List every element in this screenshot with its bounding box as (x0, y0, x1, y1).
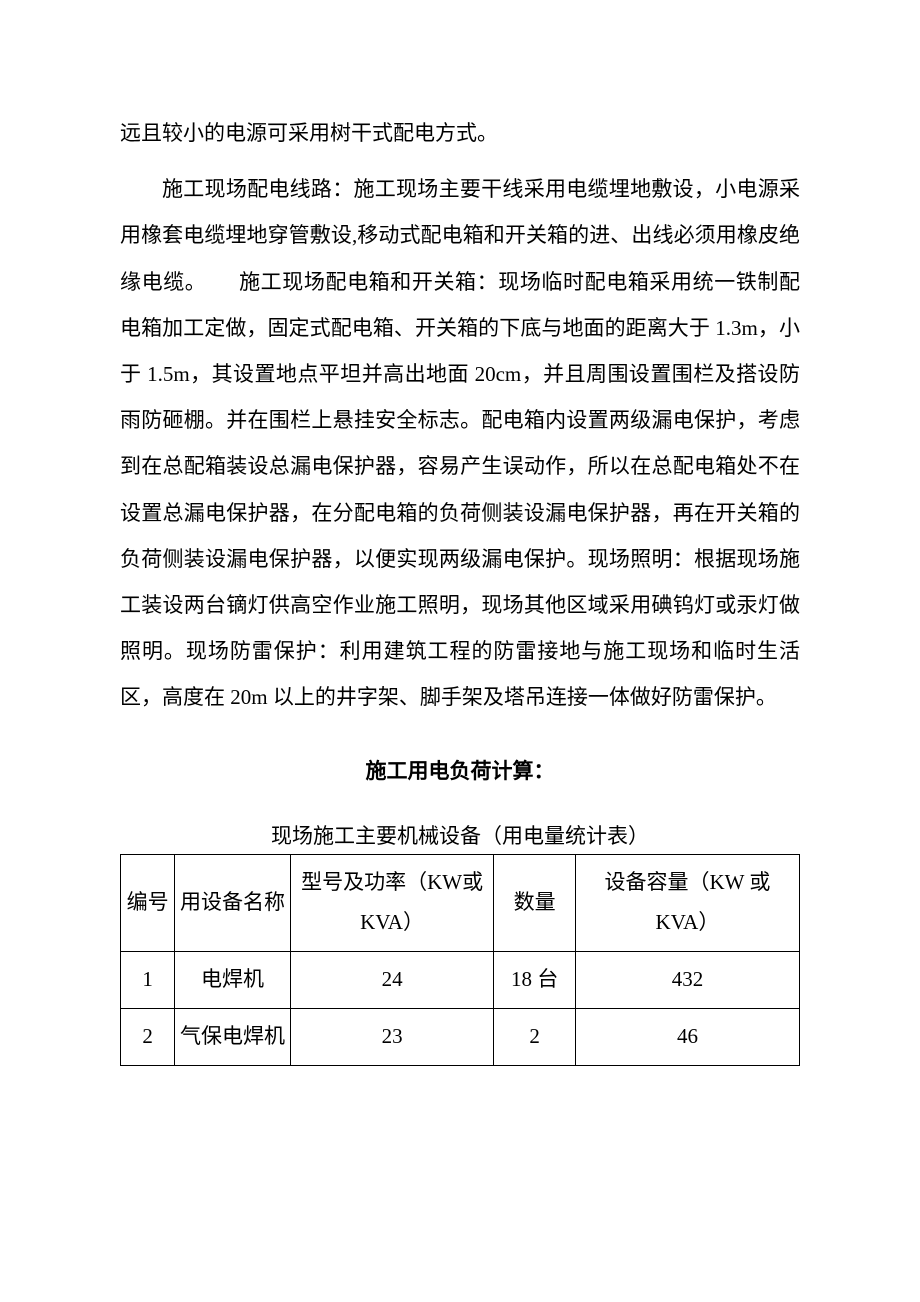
equipment-table: 编号 用设备名称 型号及功率（KW或 KVA） 数量 设备容量（KW 或KVA）… (120, 854, 800, 1066)
col-header-model: 型号及功率（KW或 KVA） (290, 855, 494, 952)
cell-capacity: 432 (575, 952, 799, 1009)
cell-qty: 2 (494, 1009, 575, 1066)
cell-capacity: 46 (575, 1009, 799, 1066)
cell-qty: 18 台 (494, 952, 575, 1009)
table-header-row: 编号 用设备名称 型号及功率（KW或 KVA） 数量 设备容量（KW 或KVA） (121, 855, 800, 952)
col-header-name: 用设备名称 (175, 855, 290, 952)
table-row: 2 气保电焊机 23 2 46 (121, 1009, 800, 1066)
cell-model: 23 (290, 1009, 494, 1066)
col-header-index: 编号 (121, 855, 175, 952)
table-row: 1 电焊机 24 18 台 432 (121, 952, 800, 1009)
col-header-capacity: 设备容量（KW 或KVA） (575, 855, 799, 952)
table-caption: 现场施工主要机械设备（用电量统计表） (120, 820, 800, 850)
cell-name: 气保电焊机 (175, 1009, 290, 1066)
col-header-qty: 数量 (494, 855, 575, 952)
cell-index: 1 (121, 952, 175, 1009)
body-paragraph-continuation: 远且较小的电源可采用树干式配电方式。 (120, 110, 800, 156)
body-paragraph-main: 施工现场配电线路：施工现场主要干线采用电缆埋地敷设，小电源采用橡套电缆埋地穿管敷… (120, 166, 800, 720)
cell-model: 24 (290, 952, 494, 1009)
cell-index: 2 (121, 1009, 175, 1066)
cell-name: 电焊机 (175, 952, 290, 1009)
section-title: 施工用电负荷计算： (120, 755, 800, 785)
